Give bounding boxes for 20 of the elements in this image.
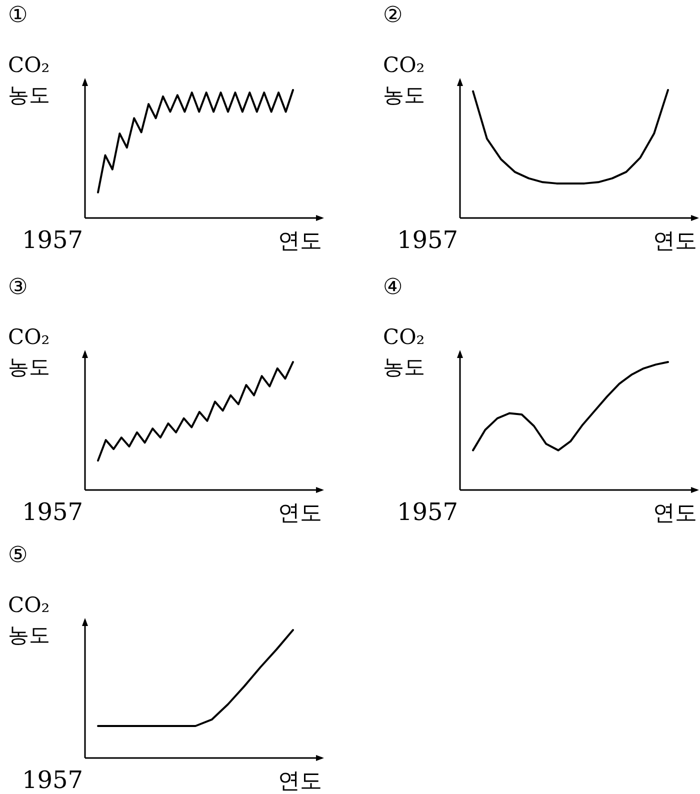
text: 1957	[22, 226, 84, 254]
x-axis-title: 연도	[278, 501, 322, 526]
y-axis-title: CO₂ 농도	[383, 325, 425, 379]
chart-title: ②	[383, 3, 403, 28]
text: 1957	[397, 226, 458, 254]
y-axis-title: CO₂ 농도	[8, 325, 50, 379]
text: 1957	[22, 766, 84, 794]
chart-title: ⑤	[8, 543, 28, 568]
chart-title: ④	[383, 275, 403, 300]
text: 1957	[397, 498, 458, 526]
x-axis-title: 연도	[653, 501, 697, 526]
x-axis-title: 연도	[653, 229, 697, 254]
chart-title: ①	[8, 3, 28, 28]
x-axis-title: 연도	[278, 229, 322, 254]
y-axis-title: CO₂ 농도	[383, 53, 425, 107]
x-axis-title: 연도	[278, 769, 322, 794]
y-axis-title: CO₂ 농도	[8, 53, 50, 107]
text: 1957	[22, 498, 84, 526]
y-axis-title: CO₂ 농도	[8, 593, 50, 647]
chart-title: ③	[8, 275, 28, 300]
